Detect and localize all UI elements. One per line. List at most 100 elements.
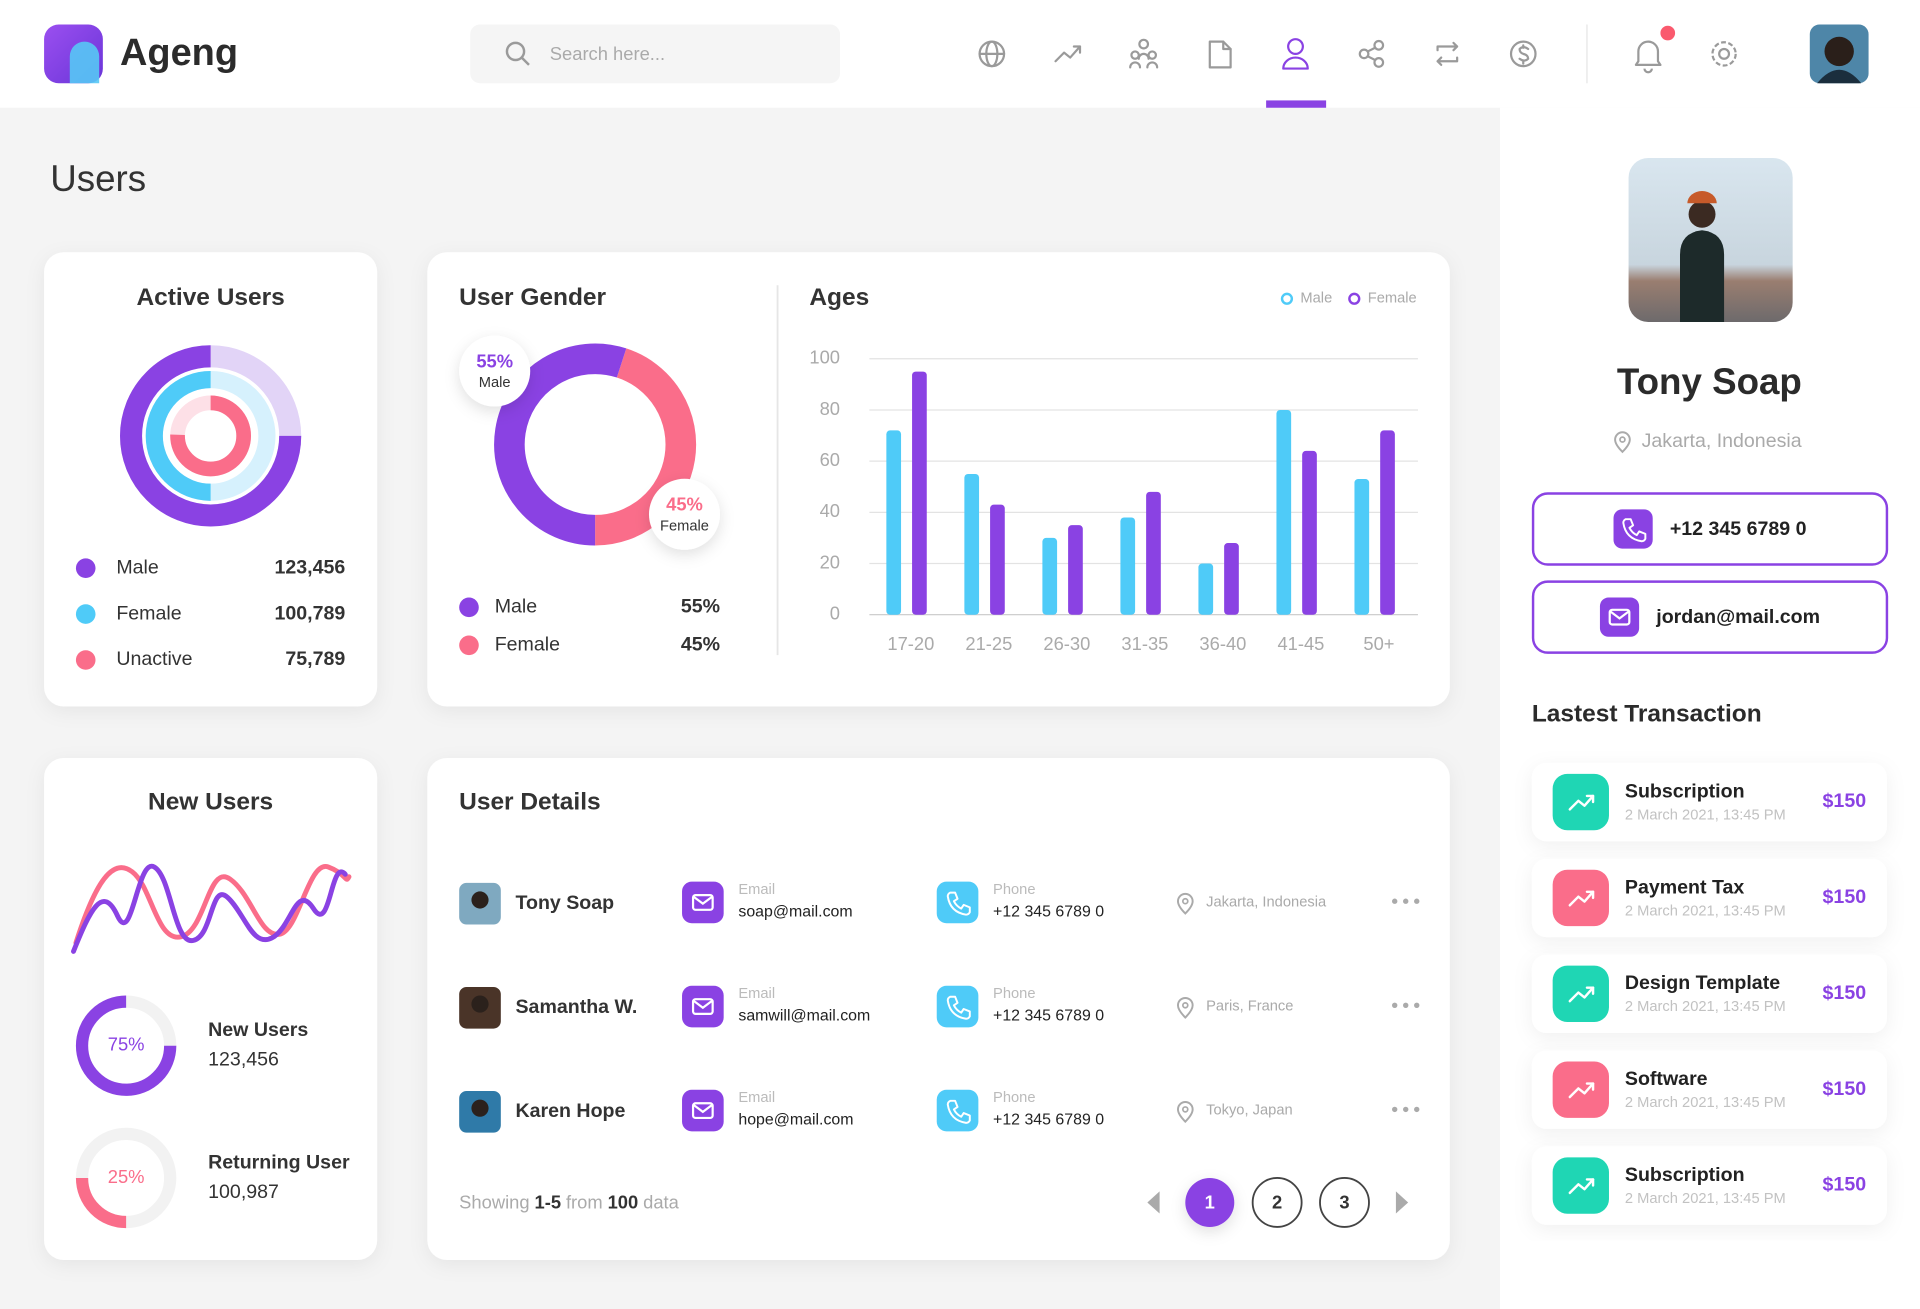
legend-label: Female <box>495 633 560 655</box>
page-number: 2 <box>1272 1192 1282 1213</box>
legend-value: 75,789 <box>285 648 345 670</box>
more-button[interactable] <box>1392 1106 1420 1113</box>
phone-glyph <box>1622 518 1647 543</box>
phone-glyph <box>946 995 971 1020</box>
transaction-card[interactable] <box>1531 1050 1887 1129</box>
pagination-summary-part: 1-5 <box>535 1192 562 1213</box>
location-icon <box>1176 997 1194 1019</box>
nav-team[interactable] <box>1129 38 1159 69</box>
transaction-amount: $150 <box>1823 886 1867 908</box>
bar <box>1120 517 1136 615</box>
pagination-summary: Showing 1-5 from 100 data <box>459 1192 679 1213</box>
y-tick-label: 80 <box>820 398 840 419</box>
phone-glyph <box>946 891 971 916</box>
nav-repeat[interactable] <box>1436 41 1459 67</box>
transaction-card[interactable] <box>1531 954 1887 1033</box>
more-button[interactable] <box>1392 898 1420 904</box>
legend-dot <box>75 650 96 670</box>
page-next[interactable] <box>1395 1191 1409 1214</box>
bar <box>1146 491 1161 615</box>
transaction-name: Software <box>1625 1068 1708 1090</box>
legend-label: Male <box>1300 291 1332 307</box>
x-tick-label: 31-35 <box>1121 633 1168 654</box>
donut-callout-label: Female <box>660 518 709 534</box>
donut-callout-value: 45% <box>666 494 703 515</box>
legend-label: Male <box>495 596 538 618</box>
bar <box>1380 430 1395 615</box>
settings[interactable] <box>1711 41 1737 67</box>
nav-dollar[interactable] <box>1509 40 1537 68</box>
legend-label: Unactive <box>116 648 192 670</box>
mail-glyph <box>692 895 714 906</box>
bar <box>1354 479 1370 615</box>
mail-glyph <box>1609 610 1630 620</box>
email-icon[interactable] <box>682 881 724 924</box>
email: hope@mail.com <box>738 1112 853 1129</box>
x-tick-label: 26-30 <box>1043 633 1090 654</box>
donut-callout <box>648 478 721 550</box>
email-icon[interactable] <box>682 1089 724 1132</box>
trend-glyph <box>1568 1178 1595 1195</box>
field-label: Email <box>738 986 775 1002</box>
pagination-summary-part: 100 <box>608 1192 639 1213</box>
more-dot <box>1392 1002 1398 1009</box>
page-button[interactable] <box>1185 1177 1235 1227</box>
location-icon <box>1182 1002 1189 1009</box>
phone-icon[interactable] <box>936 1089 979 1132</box>
more-dot <box>1403 1002 1409 1009</box>
nav-share[interactable] <box>1358 39 1385 68</box>
page-button[interactable] <box>1251 1177 1303 1228</box>
card-title: User Details <box>459 789 600 816</box>
notifications[interactable] <box>1634 40 1662 74</box>
more-dot <box>1403 898 1409 904</box>
section-title: Lastest Transaction <box>1532 701 1762 728</box>
contact-text: jordan@mail.com <box>1655 606 1820 628</box>
donut-callout-label: Male <box>479 375 511 391</box>
bar <box>912 371 927 615</box>
donut-callout <box>459 335 531 407</box>
location-icon <box>1614 431 1631 454</box>
email: samwill@mail.com <box>738 1008 870 1025</box>
nav-globe[interactable] <box>978 40 1006 68</box>
trend-glyph <box>1585 794 1595 804</box>
transaction-amount: $150 <box>1823 790 1867 812</box>
trend-glyph <box>1568 794 1595 811</box>
search-box[interactable] <box>470 24 841 84</box>
contact-icon-bg <box>1613 509 1653 549</box>
nav-trend[interactable] <box>1054 45 1082 63</box>
search-placeholder: Search here... <box>550 43 665 64</box>
field-label: Phone <box>993 882 1035 898</box>
phone-icon <box>1613 509 1653 549</box>
transaction-card[interactable] <box>1531 858 1887 938</box>
avatar-body <box>1817 69 1862 84</box>
chart-title: Ages <box>809 284 869 311</box>
legend-dot <box>459 597 479 618</box>
legend-dot <box>459 635 479 656</box>
x-tick-label: 41-45 <box>1277 633 1324 654</box>
more-dot <box>1392 898 1398 904</box>
x-tick-label: 21-25 <box>965 633 1012 654</box>
wave-line <box>73 864 352 946</box>
notification-dot <box>1660 25 1676 41</box>
nav-users[interactable] <box>1282 38 1309 70</box>
pagination-summary-part: Showing <box>459 1192 529 1213</box>
mail-glyph <box>1608 608 1631 626</box>
wave-line <box>71 863 348 954</box>
nav-document[interactable] <box>1208 40 1232 69</box>
transaction-card[interactable] <box>1531 762 1887 842</box>
more-button[interactable] <box>1392 1002 1420 1009</box>
phone-icon[interactable] <box>936 881 979 924</box>
phone-icon[interactable] <box>936 985 979 1028</box>
x-tick-label: 36-40 <box>1199 633 1246 654</box>
card <box>427 252 1450 707</box>
page-prev[interactable] <box>1147 1191 1160 1214</box>
page-button[interactable] <box>1319 1177 1370 1228</box>
page-title: Users <box>50 158 146 199</box>
donut-segment <box>594 348 697 546</box>
stat-value: 123,456 <box>208 1049 279 1071</box>
transaction-card[interactable] <box>1531 1146 1887 1225</box>
field-label: Phone <box>993 986 1035 1002</box>
email-icon[interactable] <box>682 985 724 1028</box>
